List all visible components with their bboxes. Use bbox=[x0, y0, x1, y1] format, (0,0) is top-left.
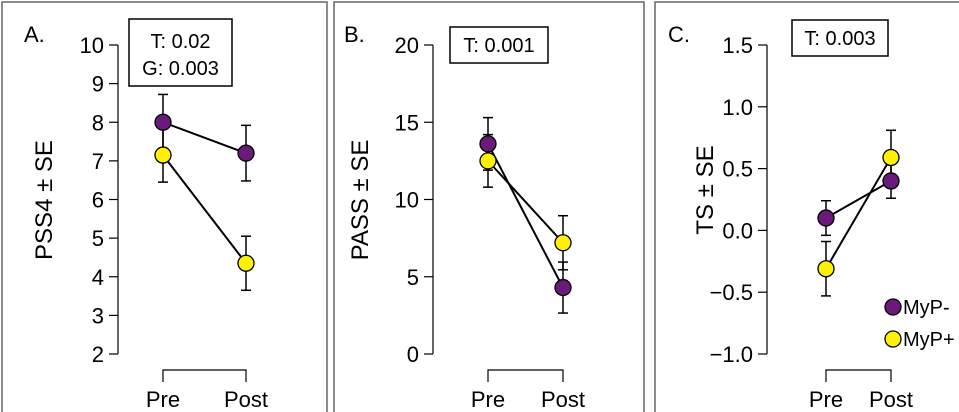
y-tick-label: 5 bbox=[407, 265, 419, 290]
legend: MyP- MyP+ bbox=[884, 297, 955, 351]
y-axis-label: TS ± SE bbox=[692, 145, 719, 234]
data-point-MyP+ bbox=[237, 254, 255, 272]
y-tick-label: −0.5 bbox=[710, 280, 753, 305]
series-line-MyP- bbox=[162, 121, 247, 155]
data-point-MyP- bbox=[882, 172, 900, 190]
y-tick-label: 1.0 bbox=[722, 95, 753, 120]
legend-label: MyP- bbox=[903, 297, 950, 319]
panel-a: A. PSS4 ± SE 2 3 4 5 6 7 8 9 10 Pre Post T: 0.02 G: 0.… bbox=[1, 1, 328, 412]
y-axis-label: PASS ± SE bbox=[347, 140, 374, 261]
series-line-MyP+ bbox=[825, 156, 892, 270]
x-axis-line bbox=[825, 369, 892, 382]
x-tick-label: Post bbox=[541, 387, 585, 412]
panel-frame bbox=[333, 1, 645, 412]
y-axis-label: PSS4 ± SE bbox=[31, 140, 58, 260]
data-point-MyP- bbox=[554, 278, 572, 297]
stat-annotation: T: 0.003 bbox=[804, 28, 875, 50]
y-tick-label: 15 bbox=[395, 110, 419, 135]
panel-c: C. TS ± SE −1.0 −0.5 0.0 0.5 1.0 1.5 Pre Post T: 0… bbox=[654, 1, 959, 412]
y-tick-label: 10 bbox=[395, 188, 419, 213]
series-line-MyP- bbox=[487, 143, 564, 289]
panel-letter: A. bbox=[24, 22, 45, 47]
stat-annotation: T: 0.001 bbox=[463, 35, 534, 57]
data-point-MyP+ bbox=[554, 234, 572, 252]
stat-annotation: G: 0.003 bbox=[142, 58, 219, 80]
data-point-MyP- bbox=[817, 209, 835, 227]
legend-marker bbox=[884, 298, 902, 316]
panel-letter: C. bbox=[668, 22, 690, 47]
y-tick-label: 5 bbox=[92, 226, 104, 251]
y-tick-label: −1.0 bbox=[710, 342, 753, 367]
y-tick-label: 1.5 bbox=[722, 33, 753, 58]
x-tick-label: Pre bbox=[146, 387, 180, 412]
x-axis-line bbox=[162, 369, 247, 382]
y-tick-label: 4 bbox=[92, 265, 104, 290]
series-line-MyP- bbox=[825, 180, 892, 219]
stat-box bbox=[449, 26, 549, 64]
y-tick-label: 8 bbox=[92, 110, 104, 135]
y-tick-label: 0.5 bbox=[722, 157, 753, 182]
panel-b: B. PASS ± SE 0 5 10 15 20 Pre Post T: 0.001 bbox=[333, 1, 645, 412]
series-line-MyP+ bbox=[487, 160, 564, 244]
legend-label: MyP+ bbox=[903, 329, 955, 351]
stat-annotation: T: 0.02 bbox=[150, 31, 210, 53]
data-point-MyP- bbox=[237, 144, 255, 162]
panel-frame bbox=[654, 1, 959, 412]
panel-letter: B. bbox=[344, 22, 365, 47]
data-point-MyP+ bbox=[882, 148, 900, 167]
data-point-MyP+ bbox=[479, 152, 497, 170]
x-tick-label: Pre bbox=[809, 387, 843, 412]
y-tick-label: 7 bbox=[92, 149, 104, 174]
y-tick-label: 0 bbox=[407, 342, 419, 367]
data-point-MyP+ bbox=[154, 146, 172, 164]
stat-box bbox=[128, 18, 233, 87]
legend-marker bbox=[884, 330, 902, 348]
data-point-MyP- bbox=[154, 113, 172, 131]
y-tick-label: 0.0 bbox=[722, 218, 753, 243]
y-tick-label: 20 bbox=[395, 33, 419, 58]
y-tick-label: 3 bbox=[92, 303, 104, 328]
y-tick-label: 10 bbox=[80, 33, 104, 58]
y-tick-label: 6 bbox=[92, 188, 104, 213]
x-tick-label: Post bbox=[224, 387, 268, 412]
data-point-MyP+ bbox=[817, 260, 835, 278]
data-point-MyP- bbox=[479, 135, 497, 153]
x-tick-label: Pre bbox=[471, 387, 505, 412]
y-tick-label: 2 bbox=[92, 342, 104, 367]
series-line-MyP+ bbox=[162, 154, 247, 264]
y-tick-label: 9 bbox=[92, 72, 104, 97]
x-tick-label: Post bbox=[869, 387, 913, 412]
x-axis-line bbox=[487, 369, 564, 382]
stat-box bbox=[791, 19, 889, 57]
